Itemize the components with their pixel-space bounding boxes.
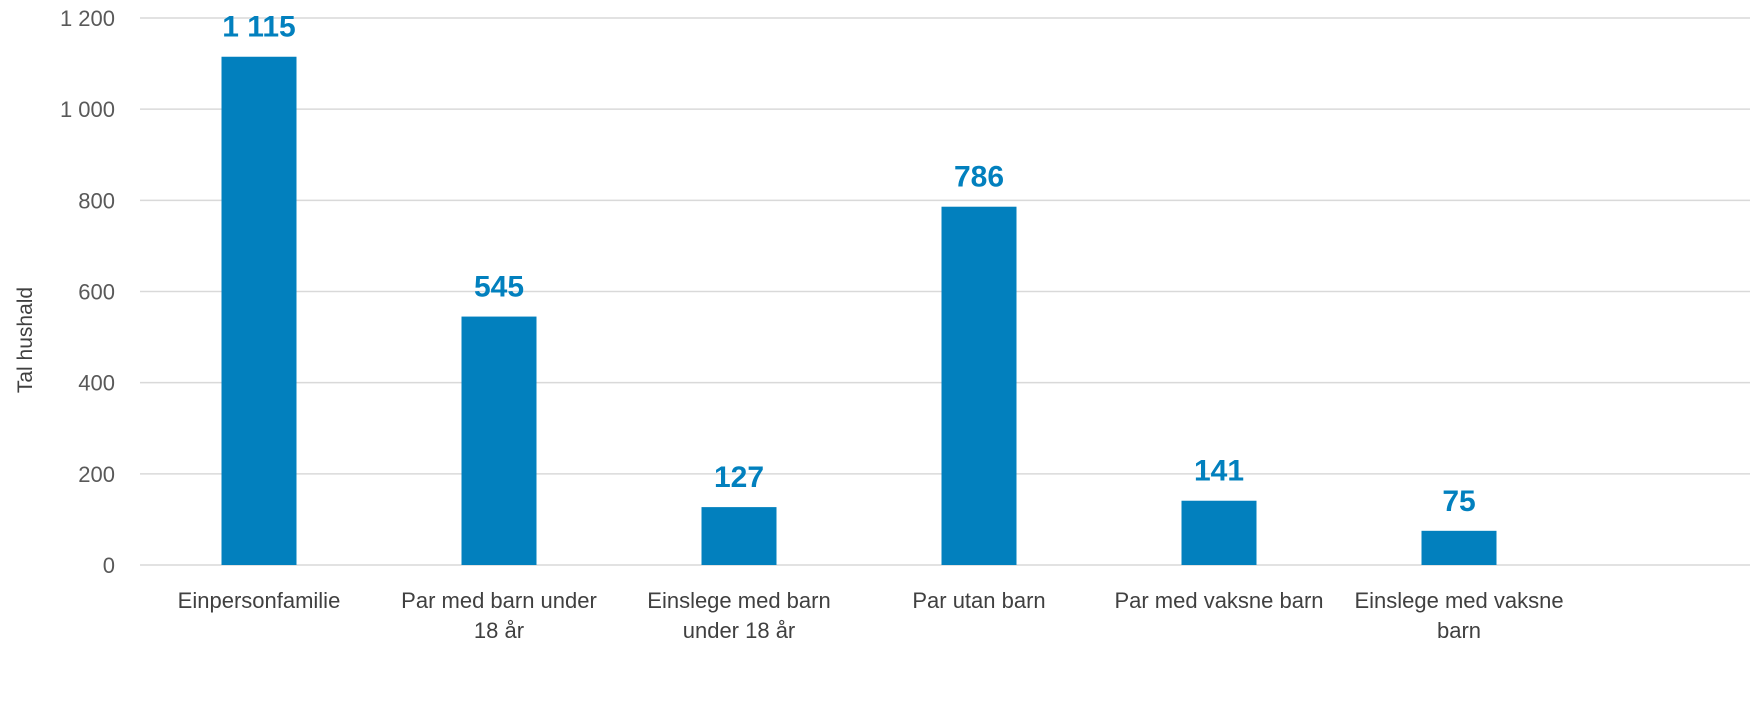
y-tick-label: 600 bbox=[78, 280, 115, 305]
y-tick-label: 400 bbox=[78, 371, 115, 396]
bar bbox=[1181, 500, 1257, 565]
data-label: 786 bbox=[954, 161, 1004, 194]
x-category-label: Par med barn under 18 år bbox=[401, 588, 597, 643]
y-axis-ticks: 0 200 400 600 800 1 000 1 200 bbox=[60, 6, 115, 578]
x-category-label: Einslege med vaksne barn bbox=[1354, 588, 1563, 643]
bar bbox=[1421, 530, 1497, 565]
data-label: 545 bbox=[474, 271, 524, 304]
y-axis-title: Tal hushald bbox=[14, 287, 37, 393]
x-axis-categories: Einpersonfamilie Par med barn under 18 år E… bbox=[178, 588, 1564, 643]
bar bbox=[221, 56, 297, 565]
bar bbox=[461, 316, 537, 565]
data-label: 127 bbox=[714, 461, 764, 494]
x-category-label: Einslege med barn under 18 år bbox=[647, 588, 830, 643]
y-tick-label: 800 bbox=[78, 188, 115, 213]
bar bbox=[941, 206, 1017, 565]
x-category-label: Par med vaksne barn bbox=[1114, 588, 1323, 613]
y-tick-label: 1 000 bbox=[60, 97, 115, 122]
data-labels: 1 115 545 127 786 141 75 bbox=[222, 11, 1475, 518]
data-label: 75 bbox=[1442, 485, 1475, 518]
data-label: 1 115 bbox=[222, 11, 295, 44]
bar bbox=[701, 507, 777, 565]
x-category-label: Par utan barn bbox=[912, 588, 1045, 613]
data-label: 141 bbox=[1194, 455, 1244, 488]
y-tick-label: 0 bbox=[103, 553, 115, 578]
y-tick-label: 1 200 bbox=[60, 6, 115, 31]
bars bbox=[221, 56, 1497, 565]
x-category-label: Einpersonfamilie bbox=[178, 588, 341, 613]
y-tick-label: 200 bbox=[78, 462, 115, 487]
